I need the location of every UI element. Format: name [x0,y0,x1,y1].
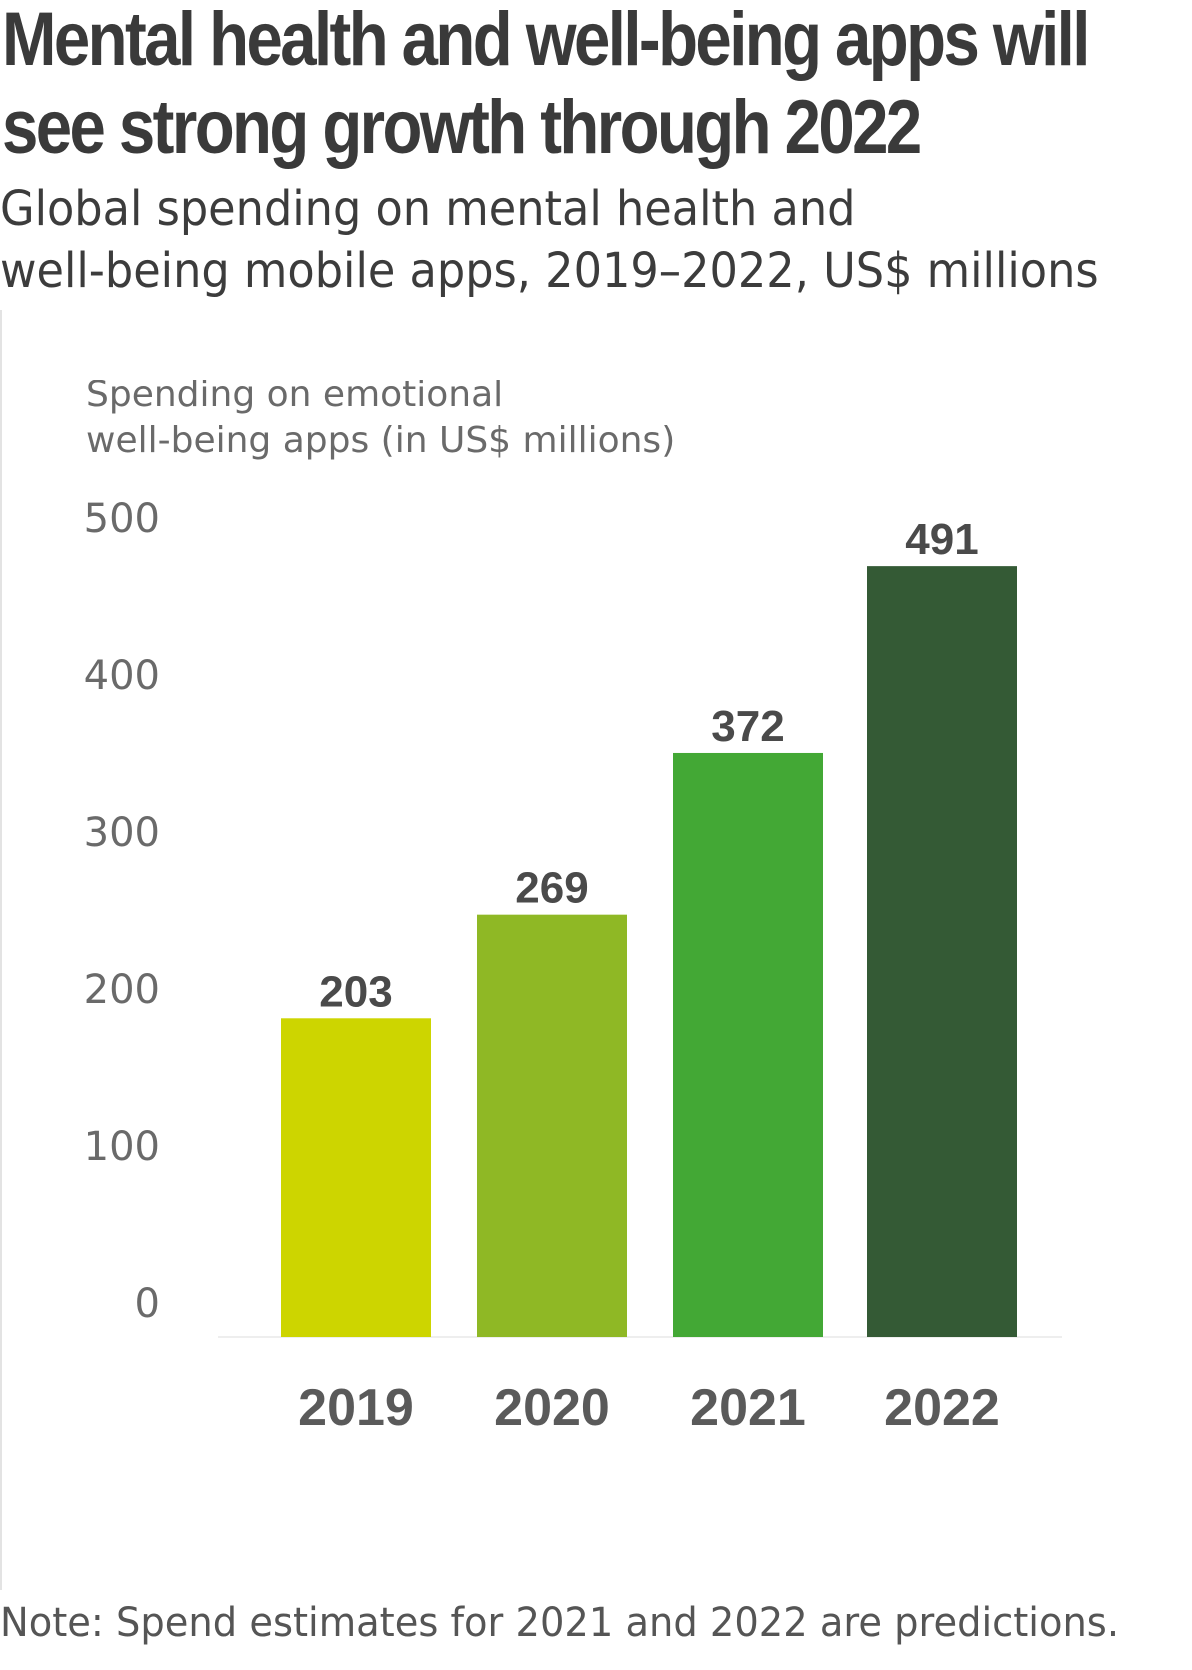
left-border-rule [0,310,2,1590]
x-tick-label-2021: 2021 [690,1379,806,1437]
y-tick-label: 200 [84,967,160,1013]
y-tick-label: 500 [84,496,160,542]
data-label-2022: 491 [905,515,978,564]
chart-subtitle-line-1: Global spending on mental health and [0,181,856,237]
data-label-2019: 203 [319,967,392,1016]
x-tick-label-2022: 2022 [884,1379,1000,1437]
bar-chart: Spending on emotional well-being apps (i… [84,380,1062,1437]
y-tick-label: 0 [135,1281,160,1327]
chart-subtitle-line-2: well-being mobile apps, 2019–2022, US$ m… [0,243,1099,299]
y-tick-label: 300 [84,810,160,856]
chart-subtitle: Global spending on mental health and wel… [0,178,1099,302]
bar-2019 [281,1018,431,1337]
data-label-2021: 372 [711,702,784,751]
data-labels-group: 203 269 372 491 [319,515,978,1016]
y-axis-label-line-2: well-being apps (in US$ millions) [86,420,675,461]
x-axis-ticks: 2019 2020 2021 2022 [298,1379,1000,1437]
x-tick-label-2019: 2019 [298,1379,414,1437]
y-axis-label-line-1: Spending on emotional [86,380,503,415]
y-tick-label: 100 [84,1124,160,1170]
footnote: Note: Spend estimates for 2021 and 2022 … [0,1600,1120,1646]
chart-title-line-1: Mental health and well-being apps will [2,0,1090,82]
y-axis-ticks: 0 100 200 300 400 500 [84,496,160,1327]
data-label-2020: 269 [515,864,588,913]
x-tick-label-2020: 2020 [494,1379,610,1437]
bar-2022 [867,566,1017,1337]
chart-title: Mental health and well-being apps will s… [2,0,1090,172]
chart-title-line-2: see strong growth through 2022 [2,85,922,170]
bar-2020 [477,914,627,1337]
bars-group [281,566,1017,1337]
y-axis-label: Spending on emotional well-being apps (i… [86,380,675,461]
bar-2021 [673,752,823,1337]
y-tick-label: 400 [84,653,160,699]
